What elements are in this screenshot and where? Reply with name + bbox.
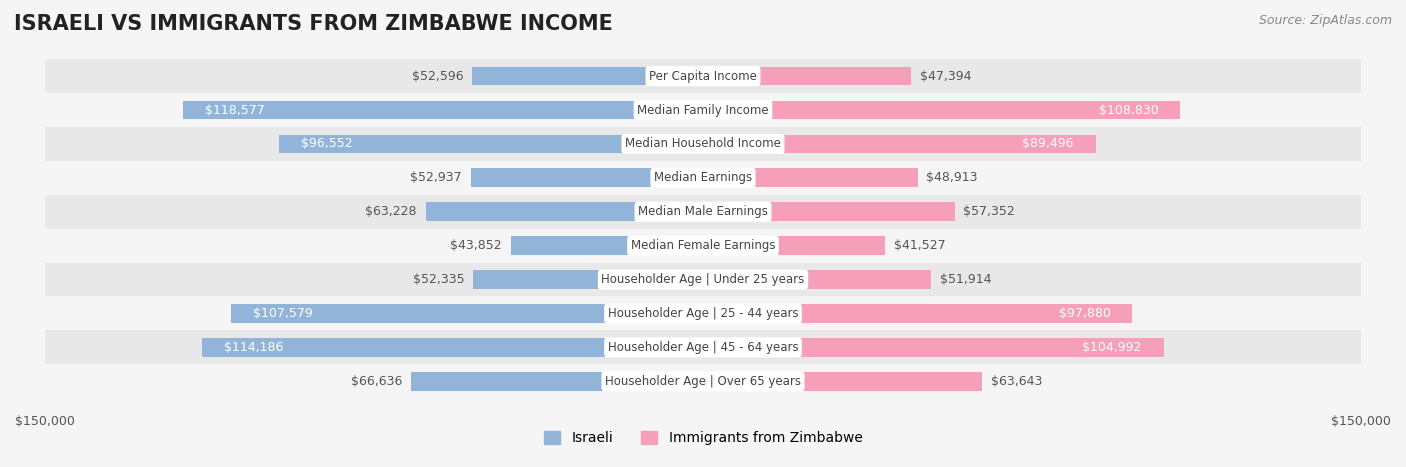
Bar: [45, 195, 1361, 229]
Text: Per Capita Income: Per Capita Income: [650, 70, 756, 83]
Text: $104,992: $104,992: [1083, 341, 1142, 354]
Text: $96,552: $96,552: [301, 137, 353, 150]
Bar: [703, 236, 886, 255]
Text: Median Earnings: Median Earnings: [654, 171, 752, 184]
Bar: [472, 67, 703, 85]
Text: $52,596: $52,596: [412, 70, 464, 83]
Text: $66,636: $66,636: [350, 375, 402, 388]
Text: $43,852: $43,852: [450, 239, 502, 252]
Bar: [45, 59, 1361, 93]
Text: $48,913: $48,913: [927, 171, 977, 184]
Text: Median Male Earnings: Median Male Earnings: [638, 205, 768, 218]
Bar: [183, 101, 703, 120]
Text: $63,228: $63,228: [366, 205, 416, 218]
Bar: [280, 134, 703, 153]
Bar: [703, 270, 931, 289]
Text: $118,577: $118,577: [205, 104, 264, 116]
Bar: [703, 169, 918, 187]
Bar: [202, 338, 703, 357]
Bar: [45, 161, 1361, 195]
Bar: [703, 202, 955, 221]
Text: $107,579: $107,579: [253, 307, 312, 320]
Bar: [510, 236, 703, 255]
Legend: Israeli, Immigrants from Zimbabwe: Israeli, Immigrants from Zimbabwe: [538, 426, 868, 451]
Text: $114,186: $114,186: [224, 341, 284, 354]
Text: $52,937: $52,937: [411, 171, 463, 184]
Bar: [426, 202, 703, 221]
Bar: [231, 304, 703, 323]
Bar: [45, 364, 1361, 398]
Bar: [411, 372, 703, 390]
Bar: [45, 331, 1361, 364]
Bar: [474, 270, 703, 289]
Text: $89,496: $89,496: [1022, 137, 1074, 150]
Bar: [45, 229, 1361, 262]
Text: $57,352: $57,352: [963, 205, 1015, 218]
Text: $47,394: $47,394: [920, 70, 972, 83]
Bar: [45, 297, 1361, 331]
Bar: [471, 169, 703, 187]
Text: $63,643: $63,643: [991, 375, 1042, 388]
Text: Householder Age | 45 - 64 years: Householder Age | 45 - 64 years: [607, 341, 799, 354]
Bar: [45, 262, 1361, 297]
Bar: [703, 101, 1181, 120]
Text: Source: ZipAtlas.com: Source: ZipAtlas.com: [1258, 14, 1392, 27]
Text: ISRAELI VS IMMIGRANTS FROM ZIMBABWE INCOME: ISRAELI VS IMMIGRANTS FROM ZIMBABWE INCO…: [14, 14, 613, 34]
Text: $108,830: $108,830: [1098, 104, 1159, 116]
Text: $52,335: $52,335: [413, 273, 464, 286]
Text: Householder Age | 25 - 44 years: Householder Age | 25 - 44 years: [607, 307, 799, 320]
Bar: [703, 372, 983, 390]
Bar: [703, 67, 911, 85]
Text: Householder Age | Under 25 years: Householder Age | Under 25 years: [602, 273, 804, 286]
Text: Median Household Income: Median Household Income: [626, 137, 780, 150]
Text: $51,914: $51,914: [939, 273, 991, 286]
Bar: [703, 134, 1095, 153]
Text: $41,527: $41,527: [894, 239, 946, 252]
Bar: [703, 338, 1164, 357]
Bar: [703, 304, 1132, 323]
Bar: [45, 127, 1361, 161]
Bar: [45, 93, 1361, 127]
Text: Householder Age | Over 65 years: Householder Age | Over 65 years: [605, 375, 801, 388]
Text: $97,880: $97,880: [1059, 307, 1111, 320]
Text: Median Female Earnings: Median Female Earnings: [631, 239, 775, 252]
Text: Median Family Income: Median Family Income: [637, 104, 769, 116]
